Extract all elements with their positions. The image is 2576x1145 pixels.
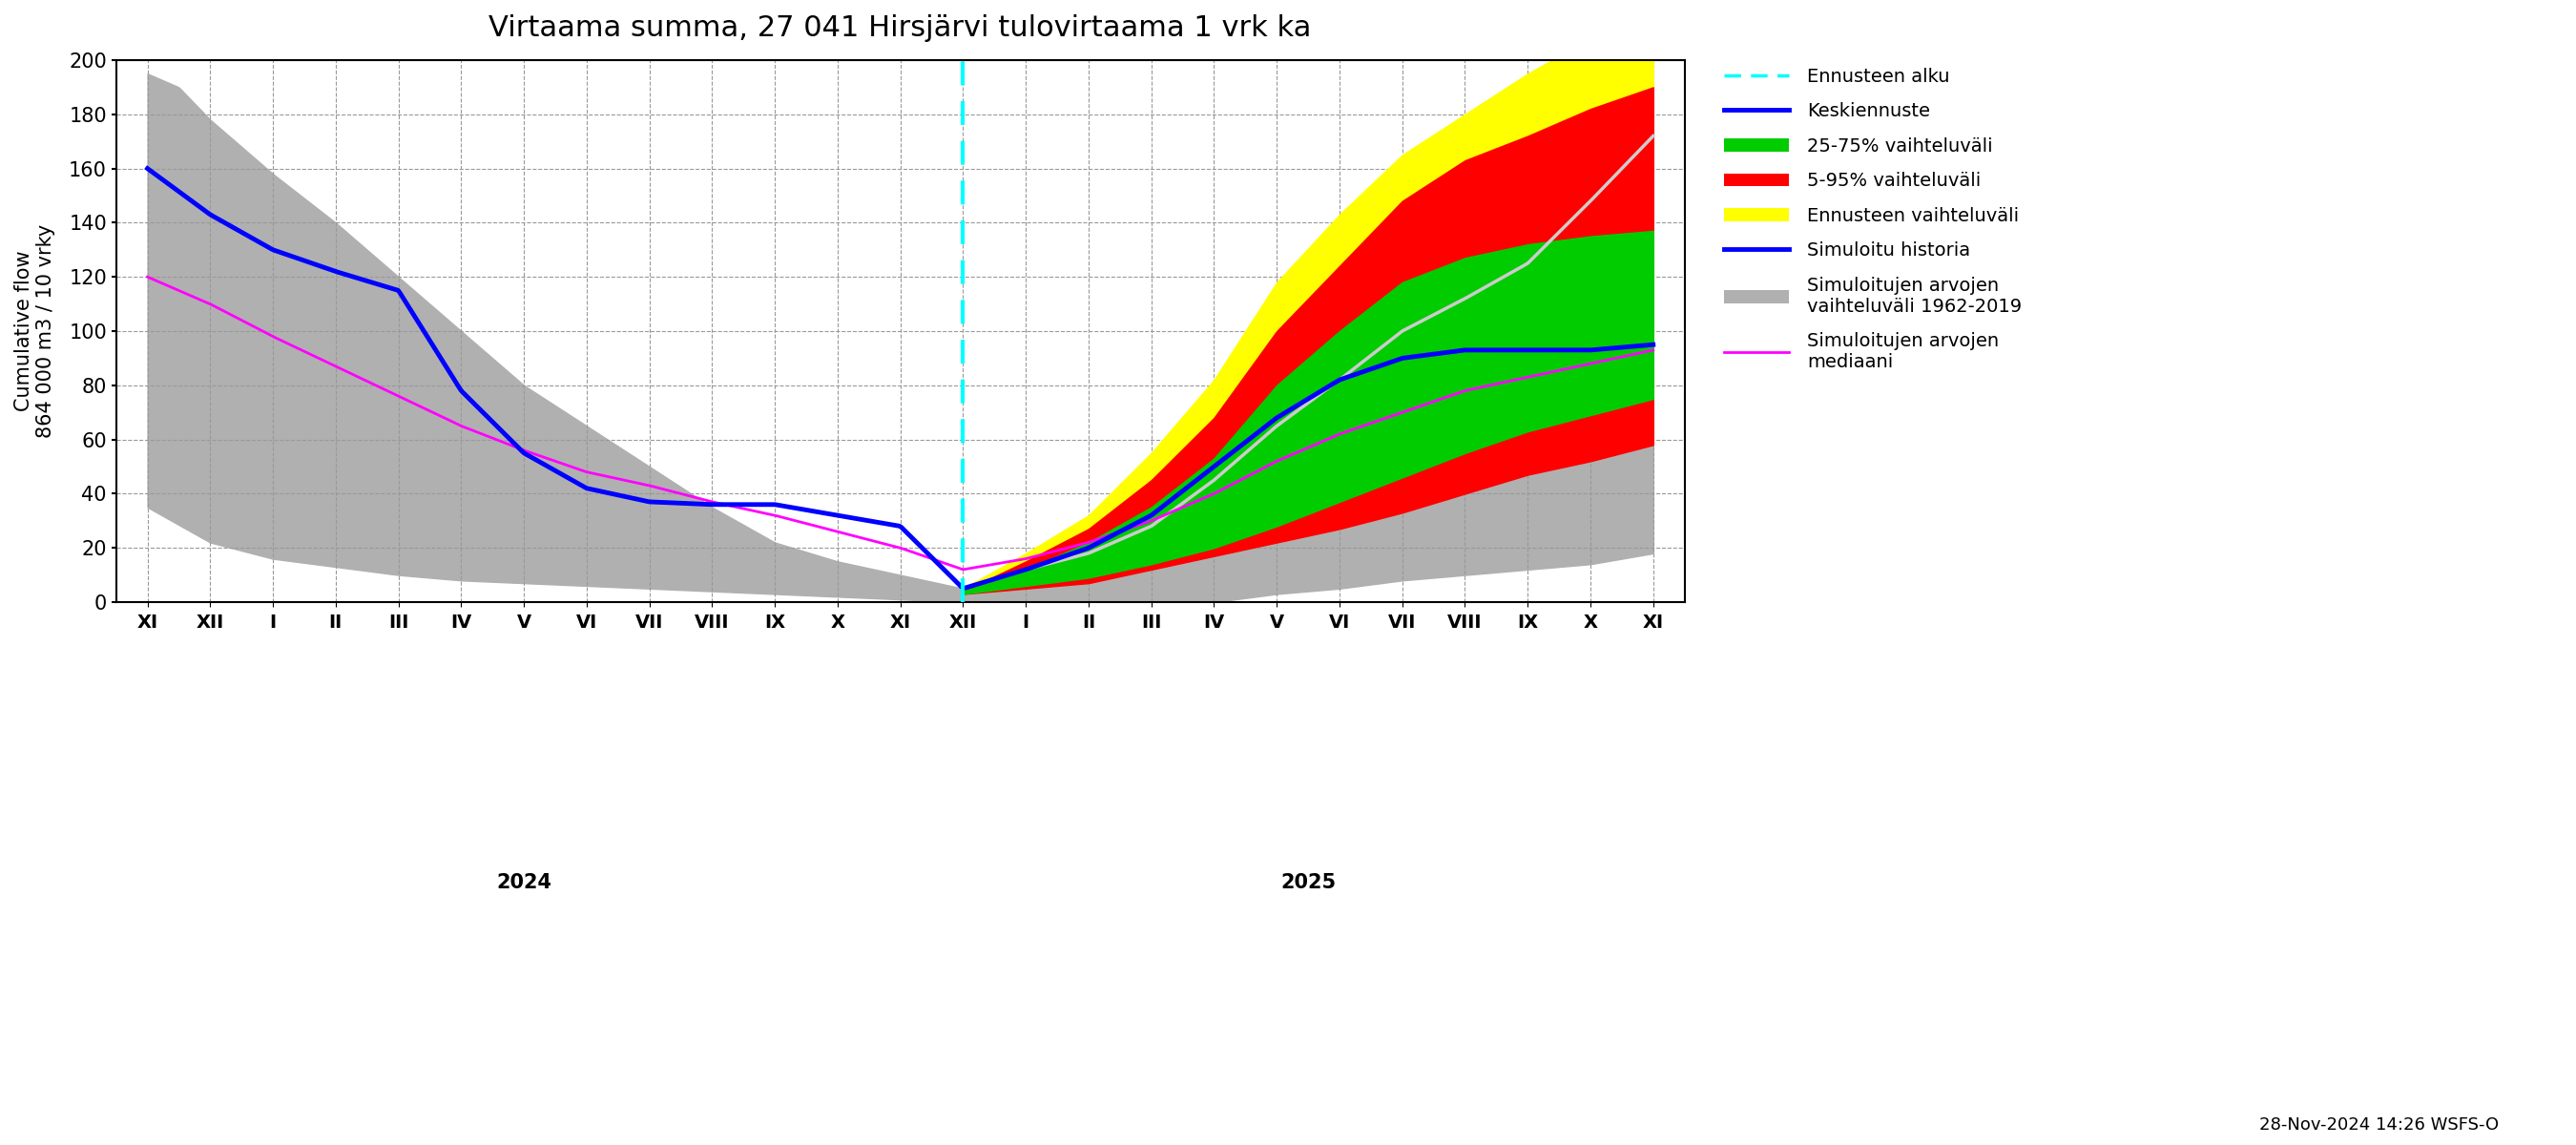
Text: 2025: 2025 — [1280, 872, 1337, 892]
Legend: Ennusteen alku, Keskiennuste, 25-75% vaihteluväli, 5-95% vaihteluväli, Ennusteen: Ennusteen alku, Keskiennuste, 25-75% vai… — [1716, 60, 2030, 379]
Title: Virtaama summa, 27 041 Hirsjärvi tulovirtaama 1 vrk ka: Virtaama summa, 27 041 Hirsjärvi tulovir… — [489, 14, 1311, 42]
Y-axis label: Cumulative flow
864 000 m3 / 10 vrky: Cumulative flow 864 000 m3 / 10 vrky — [15, 224, 57, 439]
Text: 2024: 2024 — [497, 872, 551, 892]
Text: 28-Nov-2024 14:26 WSFS-O: 28-Nov-2024 14:26 WSFS-O — [2259, 1116, 2499, 1134]
